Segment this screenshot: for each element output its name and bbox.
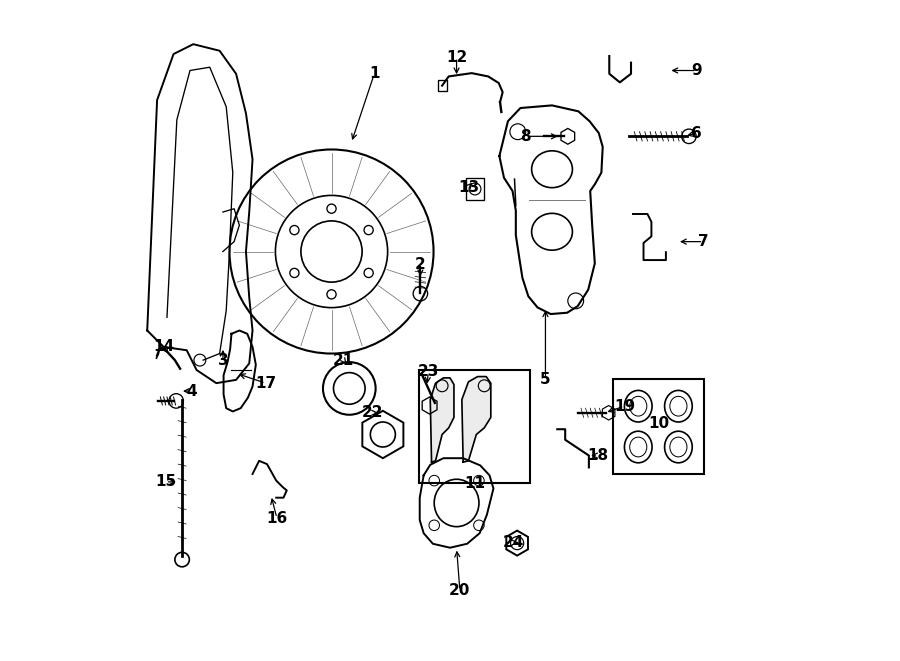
Text: 13: 13 (458, 180, 479, 194)
Text: 14: 14 (153, 340, 175, 354)
Text: 2: 2 (415, 257, 426, 272)
Bar (438, 81, 447, 91)
Text: 18: 18 (588, 448, 608, 463)
Text: 6: 6 (691, 126, 702, 141)
Text: 5: 5 (540, 372, 551, 387)
Text: 21: 21 (333, 352, 354, 368)
Polygon shape (430, 378, 454, 462)
Bar (466, 178, 483, 200)
Text: 10: 10 (648, 416, 670, 432)
Text: 16: 16 (266, 510, 287, 525)
Bar (613, 379, 704, 474)
Text: 4: 4 (186, 383, 197, 399)
Text: 1: 1 (369, 66, 380, 81)
Text: 8: 8 (520, 129, 531, 144)
Text: 9: 9 (691, 63, 702, 78)
Text: 3: 3 (218, 352, 229, 368)
Text: 20: 20 (449, 583, 471, 598)
Text: 7: 7 (698, 234, 708, 249)
Text: 22: 22 (362, 405, 383, 420)
Text: 17: 17 (255, 375, 276, 391)
Text: 12: 12 (446, 50, 467, 65)
Text: 24: 24 (503, 535, 525, 550)
Text: 15: 15 (155, 475, 176, 489)
Text: 11: 11 (464, 476, 485, 490)
Text: 19: 19 (614, 399, 635, 414)
Polygon shape (462, 377, 490, 462)
Bar (419, 370, 529, 483)
Text: 23: 23 (418, 364, 439, 379)
